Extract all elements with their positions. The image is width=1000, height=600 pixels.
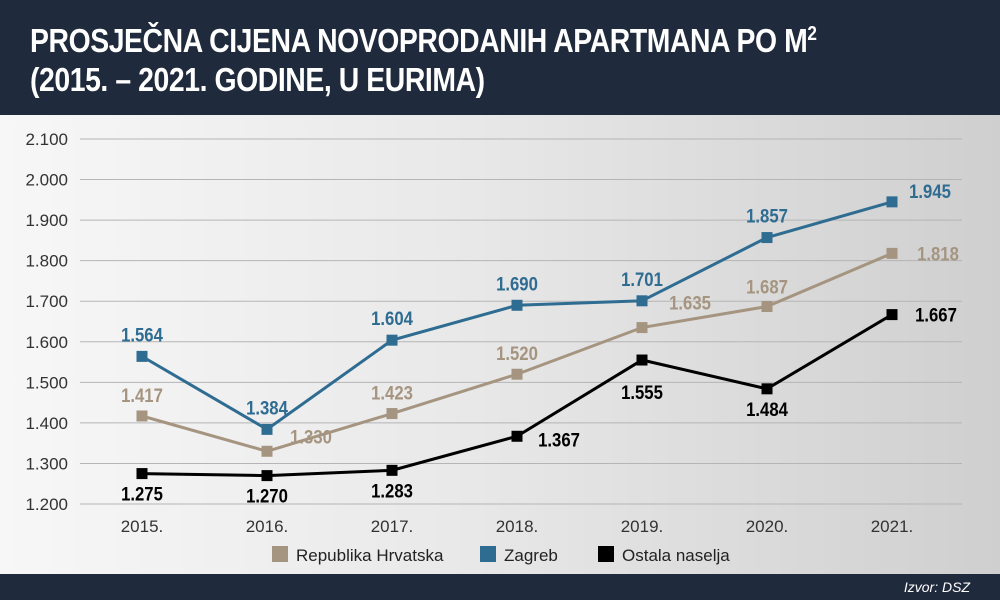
data-label: 1.564 (121, 324, 163, 345)
legend-label: Republika Hrvatska (296, 546, 444, 565)
chart-panel: 1.200 1.300 1.400 1.500 1.600 1.700 1.800 1.900… (0, 115, 1000, 574)
x-tick-label: 2020. (746, 517, 789, 536)
y-tick-label: 1.800 (25, 252, 68, 271)
header: PROSJEČNA CIJENA NOVOPRODANIH APARTMANA … (0, 0, 1000, 110)
y-tick-label: 1.300 (25, 454, 68, 473)
y-tick-label: 1.200 (25, 495, 68, 514)
y-tick-label: 1.400 (25, 414, 68, 433)
chart-title-line-1: PROSJEČNA CIJENA NOVOPRODANIH APARTMANA … (30, 22, 817, 60)
data-label: 1.275 (121, 484, 163, 505)
line-chart: 1.200 1.300 1.400 1.500 1.600 1.700 1.800 1.900… (25, 130, 962, 565)
data-label: 1.701 (621, 269, 663, 290)
data-point-marker (761, 300, 773, 312)
y-tick-label: 1.900 (25, 211, 68, 230)
data-label: 1.367 (538, 429, 580, 450)
data-label: 1.667 (915, 305, 957, 326)
data-point-marker (636, 354, 648, 366)
x-tick-label: 2017. (371, 517, 414, 536)
y-tick-label: 2.000 (25, 171, 68, 190)
data-point-marker (761, 383, 773, 395)
data-point-marker (386, 408, 398, 420)
data-point-marker (886, 309, 898, 321)
y-tick-label: 1.500 (25, 373, 68, 392)
data-point-marker (386, 334, 398, 346)
data-label: 1.857 (746, 206, 788, 227)
data-label: 1.283 (371, 480, 413, 501)
data-label: 1.423 (371, 383, 413, 404)
data-point-marker (261, 423, 273, 435)
data-point-marker (511, 430, 523, 442)
data-point-marker (136, 410, 148, 422)
source-note: Izvor: DSZ (903, 579, 970, 595)
data-point-marker (386, 464, 398, 476)
legend-swatch (272, 546, 288, 562)
data-label: 1.690 (496, 273, 538, 294)
x-tick-label: 2016. (246, 517, 289, 536)
series-line-2 (141, 313, 893, 478)
data-point-marker (511, 368, 523, 380)
chart-title-superscript: 2 (807, 23, 817, 45)
data-label: 1.604 (371, 308, 413, 329)
data-label: 1.484 (746, 399, 788, 420)
y-tick-label: 1.600 (25, 333, 68, 352)
data-label: 1.270 (246, 486, 288, 507)
data-point-marker (136, 350, 148, 362)
data-label: 1.555 (621, 382, 663, 403)
data-label: 1.417 (121, 385, 163, 406)
legend-swatch (598, 546, 614, 562)
data-point-marker (261, 470, 273, 482)
series-line-1 (141, 200, 893, 432)
data-label: 1.687 (746, 277, 788, 298)
data-label: 1.945 (909, 181, 951, 202)
x-tick-label: 2018. (496, 517, 539, 536)
data-label: 1.520 (496, 343, 538, 364)
legend-swatch (480, 546, 496, 562)
y-tick-label: 1.700 (25, 292, 68, 311)
data-label: 1.818 (917, 243, 959, 264)
chart-title-text: PROSJEČNA CIJENA NOVOPRODANIH APARTMANA … (30, 22, 808, 59)
data-point-marker (511, 299, 523, 311)
data-label: 1.635 (669, 293, 711, 314)
footer: Izvor: DSZ (0, 575, 1000, 600)
data-point-marker (261, 445, 273, 457)
data-point-marker (636, 295, 648, 307)
x-tick-label: 2021. (871, 517, 914, 536)
x-tick-label: 2019. (621, 517, 664, 536)
legend-label: Zagreb (504, 546, 558, 565)
chart-title-line-2: (2015. – 2021. GODINE, U EURIMA) (30, 61, 485, 98)
data-point-marker (886, 196, 898, 208)
legend-label: Ostala naselja (622, 546, 730, 565)
data-label: 1.330 (290, 426, 332, 447)
data-point-marker (136, 468, 148, 480)
data-point-marker (636, 322, 648, 334)
data-label: 1.384 (246, 397, 288, 418)
data-point-marker (886, 247, 898, 259)
x-tick-label: 2015. (121, 517, 164, 536)
y-tick-label: 2.100 (25, 130, 68, 149)
data-point-marker (761, 232, 773, 244)
